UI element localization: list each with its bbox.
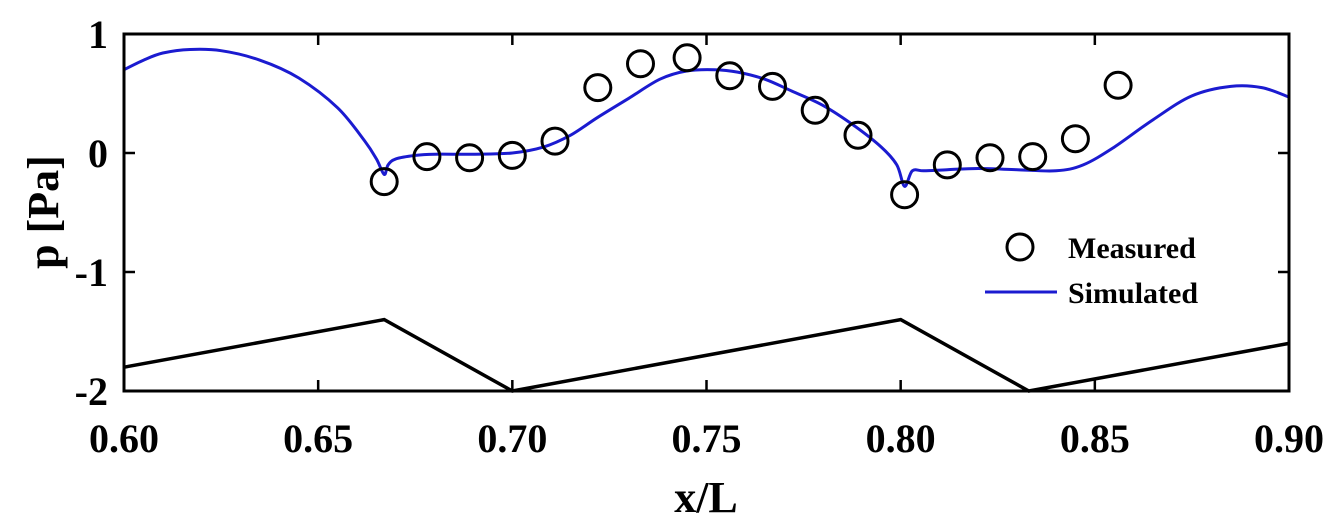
measured-point <box>715 61 745 91</box>
measured-point <box>890 180 920 210</box>
legend: Measured Simulated <box>985 232 1198 310</box>
measured-point <box>583 73 613 103</box>
measured-point <box>800 95 830 125</box>
measured-point <box>455 143 485 173</box>
measured-point <box>932 150 962 180</box>
x-tick-label: 0.65 <box>283 416 353 461</box>
plot-area <box>123 43 1290 393</box>
x-tick-label: 0.90 <box>1254 416 1324 461</box>
x-tick-label: 0.60 <box>89 416 159 461</box>
measured-point <box>1060 124 1090 154</box>
legend-label-measured: Measured <box>1068 232 1196 265</box>
axis-ticks: 0.60 0.65 0.70 0.75 0.80 0.85 0.90 -2 -1 0 1 <box>75 12 1324 461</box>
legend-marker-measured <box>1005 232 1035 262</box>
measured-point <box>975 143 1005 173</box>
measured-point <box>672 43 702 73</box>
y-axis-label: p [Pa] <box>19 155 68 269</box>
y-tick-label: -1 <box>75 250 108 295</box>
measured-point <box>369 167 399 197</box>
x-tick-label: 0.80 <box>866 416 936 461</box>
measured-point <box>758 71 787 101</box>
x-tick-label: 0.85 <box>1060 416 1130 461</box>
simulated-line <box>123 47 1290 188</box>
measured-point <box>843 120 873 150</box>
measured-point <box>626 49 655 79</box>
x-tick-label: 0.70 <box>477 416 547 461</box>
measured-point <box>540 126 570 156</box>
plot-frame <box>122 32 1291 393</box>
geometry-line <box>123 317 1290 393</box>
legend-label-simulated: Simulated <box>1068 277 1198 310</box>
x-axis-label: x/L <box>674 473 738 522</box>
y-tick-label: 0 <box>88 131 108 176</box>
y-tick-label: 1 <box>88 12 108 57</box>
x-tick-label: 0.75 <box>672 416 742 461</box>
measured-point <box>412 142 442 172</box>
measured-point <box>1103 70 1133 100</box>
measured-point <box>497 140 527 170</box>
y-tick-label: -2 <box>75 369 108 414</box>
measured-point <box>1018 142 1048 172</box>
